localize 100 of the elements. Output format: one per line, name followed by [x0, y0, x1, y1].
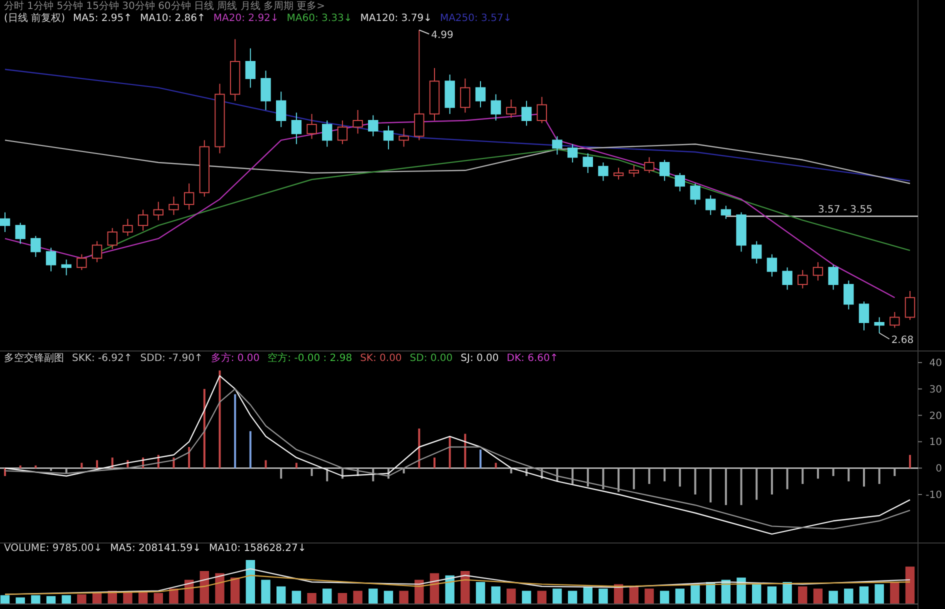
bar [586, 468, 589, 487]
ref-line-label: 3.57 - 3.55 [818, 204, 872, 216]
candlestick [506, 99, 516, 118]
candlestick [766, 254, 778, 278]
candlestick [490, 94, 501, 122]
candlestick [398, 128, 409, 148]
bar [50, 468, 52, 471]
bar [77, 594, 86, 604]
bar [710, 468, 712, 502]
bar [602, 468, 604, 490]
candlestick [306, 113, 317, 140]
bar [96, 460, 98, 468]
annotation: DK: 6.60↑ [506, 353, 558, 364]
bar [384, 590, 394, 604]
bar [230, 578, 240, 604]
candlestick [383, 125, 394, 150]
text: MA10: 158628.27↓ [209, 543, 306, 554]
bar [295, 462, 298, 468]
candlestick [798, 270, 808, 289]
bar [0, 595, 10, 604]
bar [736, 578, 746, 604]
bar [494, 462, 497, 468]
bar [464, 434, 466, 468]
candlestick [582, 152, 593, 174]
annotation: SK: 0.00 [360, 353, 402, 364]
candlestick [122, 218, 133, 236]
candlestick [153, 201, 164, 221]
bar [280, 468, 282, 479]
bar [690, 584, 700, 604]
bar [169, 588, 178, 604]
candlestick [368, 114, 378, 137]
bar [491, 586, 500, 604]
candlestick [904, 290, 916, 320]
bar [786, 468, 788, 490]
annotation: 4.99 [431, 30, 454, 41]
bar [338, 593, 348, 604]
bar [862, 468, 865, 487]
candlestick [475, 80, 486, 108]
candlestick [690, 182, 700, 205]
bar [770, 468, 773, 494]
candlestick [76, 254, 87, 271]
bar [16, 597, 25, 604]
annotation: SDD: -7.90↑ [140, 353, 203, 364]
y-tick-label: 10 [929, 437, 942, 448]
bar [552, 588, 562, 604]
bar [34, 465, 37, 468]
bar [218, 370, 221, 468]
y-tick-label: 20 [929, 410, 942, 422]
bar [756, 468, 758, 500]
bar [326, 468, 328, 482]
bar [598, 588, 608, 604]
bar [62, 595, 71, 604]
bar [80, 462, 83, 468]
bar [678, 468, 681, 487]
bar [572, 468, 574, 484]
candlestick [613, 167, 624, 180]
bar [203, 388, 206, 468]
bar [276, 586, 286, 604]
bar [782, 582, 792, 604]
bar [874, 584, 884, 604]
bar [909, 454, 911, 468]
bar [694, 468, 696, 494]
candlestick [828, 264, 838, 290]
candlestick [567, 144, 578, 163]
candlestick [245, 48, 256, 88]
bar [522, 590, 532, 604]
annotation: 多方: 0.00 [210, 352, 260, 364]
bar [215, 573, 224, 604]
candlestick [874, 316, 884, 334]
bar [752, 584, 762, 604]
chart-title: VOLUME: 9785.00↓ [4, 543, 102, 554]
bar [859, 586, 869, 604]
bar [537, 590, 546, 604]
text: MA5: 208141.59↓ [110, 543, 201, 554]
candlestick [644, 156, 654, 174]
bar [310, 468, 313, 476]
bar [31, 595, 40, 604]
annotation: SD: 0.00 [410, 353, 453, 364]
candlestick [720, 205, 732, 220]
candlestick [168, 196, 179, 216]
bar [399, 590, 408, 604]
bar [480, 450, 482, 468]
annotation: SKK: -6.92↑ [72, 353, 132, 364]
y-tick-label: 40 [929, 358, 942, 370]
y-tick-label: 30 [929, 384, 942, 396]
candlestick [61, 259, 72, 276]
candlestick [92, 240, 102, 263]
candlestick [352, 110, 363, 134]
bar [476, 582, 486, 604]
text: MA20: 2.92↓ [213, 13, 279, 24]
bar [618, 468, 620, 492]
candlestick [858, 301, 870, 331]
bar [249, 431, 252, 468]
bar [568, 590, 578, 604]
bar [848, 468, 850, 482]
bar [894, 468, 896, 476]
candlestick [184, 182, 194, 210]
bar [261, 580, 270, 604]
candlestick [890, 312, 900, 328]
bar [460, 571, 470, 604]
